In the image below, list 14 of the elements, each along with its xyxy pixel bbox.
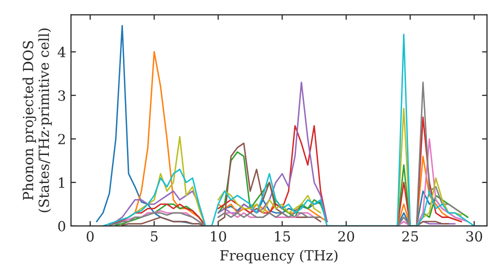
x-tick-label: 20	[338, 231, 354, 242]
x-tick-label: 25	[402, 231, 418, 242]
y-tick-label: 0	[58, 220, 66, 232]
y-tick-label: 4	[58, 46, 66, 58]
y-axis-title: Phonon projected DOS (States/THz·primitive cell)	[22, 28, 52, 212]
x-tick-label: 0	[86, 231, 94, 242]
x-tick-label: 15	[275, 231, 290, 242]
y-tick-label: 2	[58, 134, 65, 144]
y-tick-label: 3	[58, 90, 66, 101]
y-tick-label: 1	[58, 177, 64, 188]
x-axis-title: Frequency (THz)	[220, 250, 338, 264]
x-tick-label: 30	[466, 231, 482, 242]
x-tick-label: 10	[211, 231, 226, 242]
x-tick-label: 5	[150, 231, 158, 242]
